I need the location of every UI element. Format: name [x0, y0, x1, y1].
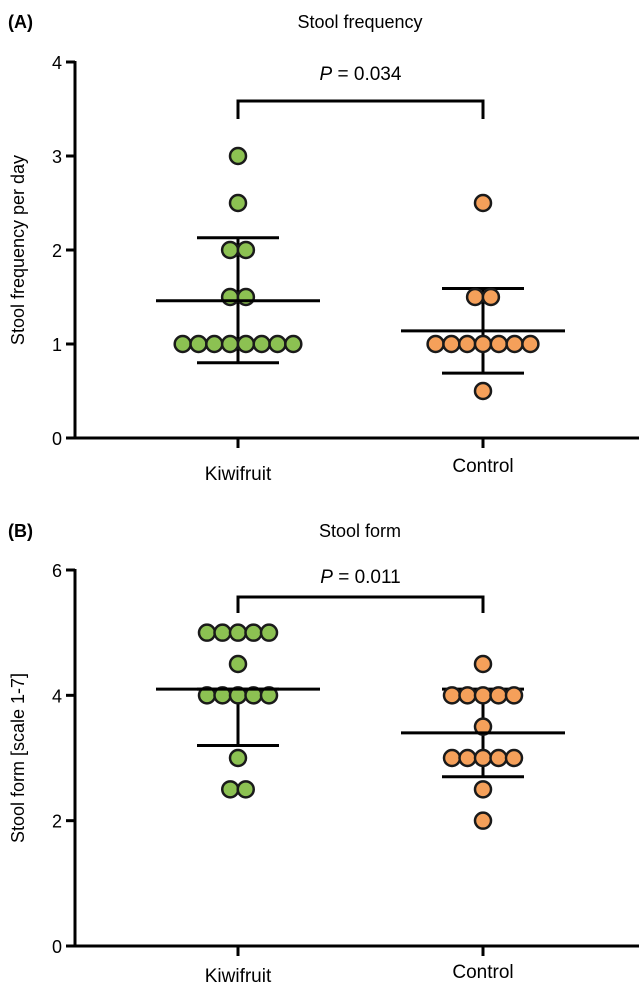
data-point [504, 686, 524, 705]
p-value-label: P = 0.034 [320, 64, 402, 85]
y-axis-label: Stool frequency per day [8, 155, 28, 345]
data-point [473, 334, 493, 354]
data-point [284, 334, 303, 354]
data-point [236, 780, 255, 799]
chart-title: Stool frequency [297, 12, 422, 32]
x-tick-label: Kiwifruit [205, 464, 272, 485]
data-point [220, 287, 240, 307]
panel-label: (B) [8, 521, 33, 541]
panel-label: (A) [8, 12, 33, 32]
data-point [442, 334, 461, 354]
data-point [489, 686, 508, 705]
data-point [259, 686, 279, 705]
data-point [228, 146, 248, 166]
series-control [401, 654, 565, 830]
data-point [197, 623, 217, 642]
data-point [473, 654, 493, 674]
data-point [426, 334, 445, 354]
data-point [473, 748, 493, 768]
data-point [236, 240, 256, 260]
panel-b: (B) Stool form Stool form [scale 1-7] 0 2 4 6 K… [8, 521, 639, 987]
p-value-label: P = 0.011 [320, 567, 400, 588]
data-point [473, 717, 493, 736]
data-point [458, 748, 477, 768]
y-tick-label: 1 [52, 335, 62, 355]
data-point [236, 334, 256, 354]
data-point [228, 748, 248, 768]
data-point [221, 780, 240, 799]
y-axis-label: Stool form [scale 1-7] [8, 673, 28, 843]
data-point [489, 748, 508, 768]
data-point [473, 686, 493, 705]
y-tick-label: 2 [52, 241, 62, 261]
data-point [473, 811, 493, 830]
data-point [205, 334, 224, 354]
x-tick-label: Kiwifruit [205, 966, 272, 987]
data-point [220, 240, 240, 260]
data-point [442, 686, 462, 705]
data-point [521, 334, 540, 354]
data-point [173, 334, 192, 354]
y-tick-label: 4 [52, 686, 62, 706]
chart-title: Stool form [319, 521, 401, 541]
series-control [401, 193, 565, 401]
data-point [228, 623, 248, 642]
data-point [252, 334, 271, 354]
panel-a: (A) Stool frequency Stool frequency per da… [8, 12, 639, 485]
data-point [505, 334, 524, 354]
data-point [442, 748, 462, 768]
y-tick-label: 3 [52, 147, 62, 167]
data-point [504, 748, 524, 768]
y-tick-label: 4 [52, 53, 62, 73]
data-point [189, 334, 208, 354]
y-tick-label: 2 [52, 812, 62, 832]
series-kiwifruit [156, 623, 320, 799]
x-tick-label: Control [452, 456, 513, 477]
data-point [268, 334, 287, 354]
significance-bracket [236, 595, 485, 613]
data-point [220, 334, 240, 354]
data-point [228, 654, 248, 674]
y-tick-label: 0 [52, 937, 62, 957]
series-kiwifruit [156, 146, 320, 365]
data-point [228, 193, 248, 213]
data-point [236, 287, 256, 307]
data-point [244, 623, 263, 642]
x-tick-label: Control [452, 962, 513, 983]
data-point [473, 381, 493, 401]
data-point [465, 287, 485, 307]
y-tick-label: 0 [52, 429, 62, 449]
data-point [489, 334, 509, 354]
data-point [481, 287, 501, 307]
data-point [213, 623, 232, 642]
data-point [457, 334, 477, 354]
data-point [473, 780, 493, 799]
data-point [458, 686, 477, 705]
y-tick-label: 6 [52, 561, 62, 581]
data-point [259, 623, 279, 642]
data-point [473, 193, 493, 213]
significance-bracket [236, 99, 485, 119]
